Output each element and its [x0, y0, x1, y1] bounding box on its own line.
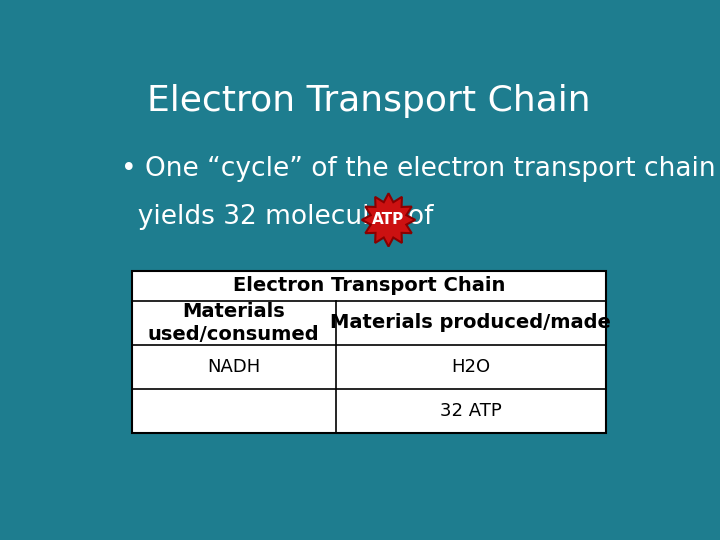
Text: NADH: NADH [207, 357, 261, 376]
Text: Electron Transport Chain: Electron Transport Chain [233, 276, 505, 295]
Text: Materials produced/made: Materials produced/made [330, 313, 611, 332]
Text: 32 ATP: 32 ATP [440, 402, 502, 420]
Text: • One “cycle” of the electron transport chain: • One “cycle” of the electron transport … [121, 156, 715, 183]
Text: ATP: ATP [372, 212, 405, 227]
FancyBboxPatch shape [132, 271, 606, 433]
Text: yields 32 molecules of: yields 32 molecules of [121, 204, 433, 230]
Polygon shape [361, 193, 415, 246]
Text: Electron Transport Chain: Electron Transport Chain [147, 84, 591, 118]
Text: H2O: H2O [451, 357, 490, 376]
Text: Materials
used/consumed: Materials used/consumed [148, 301, 320, 344]
